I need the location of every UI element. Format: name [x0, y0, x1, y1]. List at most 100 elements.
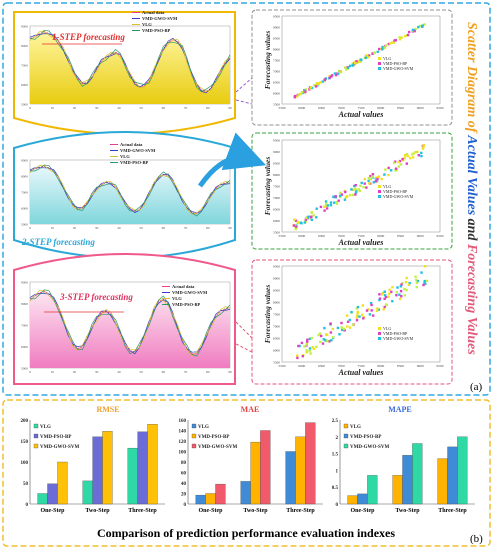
scatter-point: [329, 331, 333, 334]
y-tick-label: 120: [179, 440, 187, 445]
scatter-point: [315, 345, 318, 348]
scatter-point: [405, 162, 408, 165]
scatter-point: [306, 340, 309, 343]
scatter-point: [395, 291, 398, 294]
scatter-point: [416, 150, 419, 154]
legend-swatch: [33, 423, 39, 429]
scatter-point: [324, 200, 328, 203]
bar: [47, 483, 58, 505]
scatter-point: [339, 194, 342, 198]
scatter-axes: [281, 265, 441, 363]
scatter-point: [384, 44, 388, 47]
scatter-point: [399, 285, 402, 288]
scatter-xlabel: Actual values: [338, 238, 384, 247]
y-tick-label: 7000: [273, 70, 280, 74]
x-tick-label: 50: [139, 226, 143, 230]
scatter-point: [310, 218, 313, 221]
bar: [37, 493, 48, 505]
y-tick-label: 7000: [21, 191, 28, 195]
scatter-xlabel: Actual values: [338, 368, 384, 377]
bar: [347, 495, 358, 505]
scatter-point: [382, 308, 385, 311]
x-tick-label: 30: [95, 106, 99, 110]
scatter-point: [325, 207, 329, 210]
scatter-point: [362, 186, 365, 189]
legend-label: VMD-PSO-BP: [383, 61, 408, 66]
scatter-point: [423, 279, 426, 283]
category-label: One-Step: [41, 508, 66, 514]
scatter-point: [367, 54, 371, 57]
scatter-point: [305, 351, 308, 354]
legend-label: VMD-GWO-SVM: [383, 336, 414, 341]
scatter-point: [317, 82, 320, 85]
scatter-point: [328, 75, 331, 78]
y-tick-label: 20: [181, 493, 187, 498]
scatter-point: [350, 310, 353, 314]
scatter-point: [411, 28, 415, 32]
scatter-point: [377, 308, 380, 311]
legend-label: VMD-PSO-BP: [40, 435, 71, 440]
scatter-point: [400, 295, 403, 298]
actual-area: [30, 291, 230, 368]
scatter2-frame: [251, 132, 453, 250]
legend-label: VLG: [198, 425, 209, 430]
scatter-points: [293, 23, 426, 99]
scatter-point: [342, 327, 345, 331]
legend-label: VMD-PSO-BP: [120, 160, 148, 165]
legend-label: VLG: [172, 296, 182, 301]
scatter-point: [374, 180, 378, 183]
scatter-ylabel: Forecasting values: [263, 31, 272, 90]
bar: [250, 441, 261, 505]
scatter-point: [335, 201, 338, 204]
legend-swatch: [343, 433, 349, 439]
y-tick-label: 9500: [273, 15, 280, 19]
scatter-point: [375, 176, 378, 179]
scatter-point: [370, 175, 374, 178]
y-tick-label: 0: [336, 503, 339, 508]
legend-label: VMD-GWO-SVM: [383, 66, 414, 71]
legend-label: VLG: [350, 425, 361, 430]
scatter-point: [377, 175, 381, 178]
y-tick-label: 6000: [273, 92, 280, 96]
bar: [205, 493, 216, 505]
scatter-point: [401, 157, 404, 161]
scatter-point: [398, 159, 402, 163]
scatter-point: [417, 25, 420, 29]
scatter-point: [407, 283, 411, 286]
scatter-point: [425, 279, 429, 283]
scatter-point: [400, 36, 403, 39]
legend-label: Actual data: [120, 142, 143, 147]
x-tick-label: 60: [162, 106, 166, 110]
scatter-point: [358, 189, 361, 193]
legend-label: VMD-GWO-SVM: [198, 445, 237, 450]
x-tick-label: 9000: [417, 106, 424, 110]
bar: [295, 436, 306, 505]
x-tick-label: 30: [95, 370, 99, 374]
y-tick-label: 9000: [21, 281, 28, 285]
y-tick-label: 1: [336, 469, 339, 474]
x-tick-label: 20: [73, 226, 77, 230]
scatter-point: [369, 302, 373, 305]
scatter-point: [378, 298, 381, 302]
y-tick-label: 6000: [21, 83, 28, 87]
scatter-point: [375, 309, 379, 312]
x-tick-label: 60: [162, 370, 166, 374]
x-tick-label: 40: [117, 370, 121, 374]
scatter-point: [304, 90, 307, 93]
legend-label: Actual data: [142, 10, 165, 15]
x-tick-label: 8500: [397, 106, 404, 110]
legend-label: VMD-PSO-BP: [350, 435, 381, 440]
scatter-point: [399, 297, 402, 301]
y-tick-label: 8000: [21, 302, 28, 306]
scatter-point: [315, 216, 318, 219]
scatter-point: [324, 202, 328, 206]
category-label: Two-Step: [395, 508, 420, 514]
x-tick-label: 6500: [318, 364, 325, 368]
x-tick-label: 5500: [279, 234, 286, 238]
scatter-point: [334, 73, 338, 77]
x-tick-label: 9500: [437, 364, 444, 368]
y-tick-label: 5000: [21, 223, 28, 227]
bar: [402, 455, 413, 505]
scatter-point: [385, 303, 388, 307]
x-tick-label: 6000: [298, 234, 305, 238]
